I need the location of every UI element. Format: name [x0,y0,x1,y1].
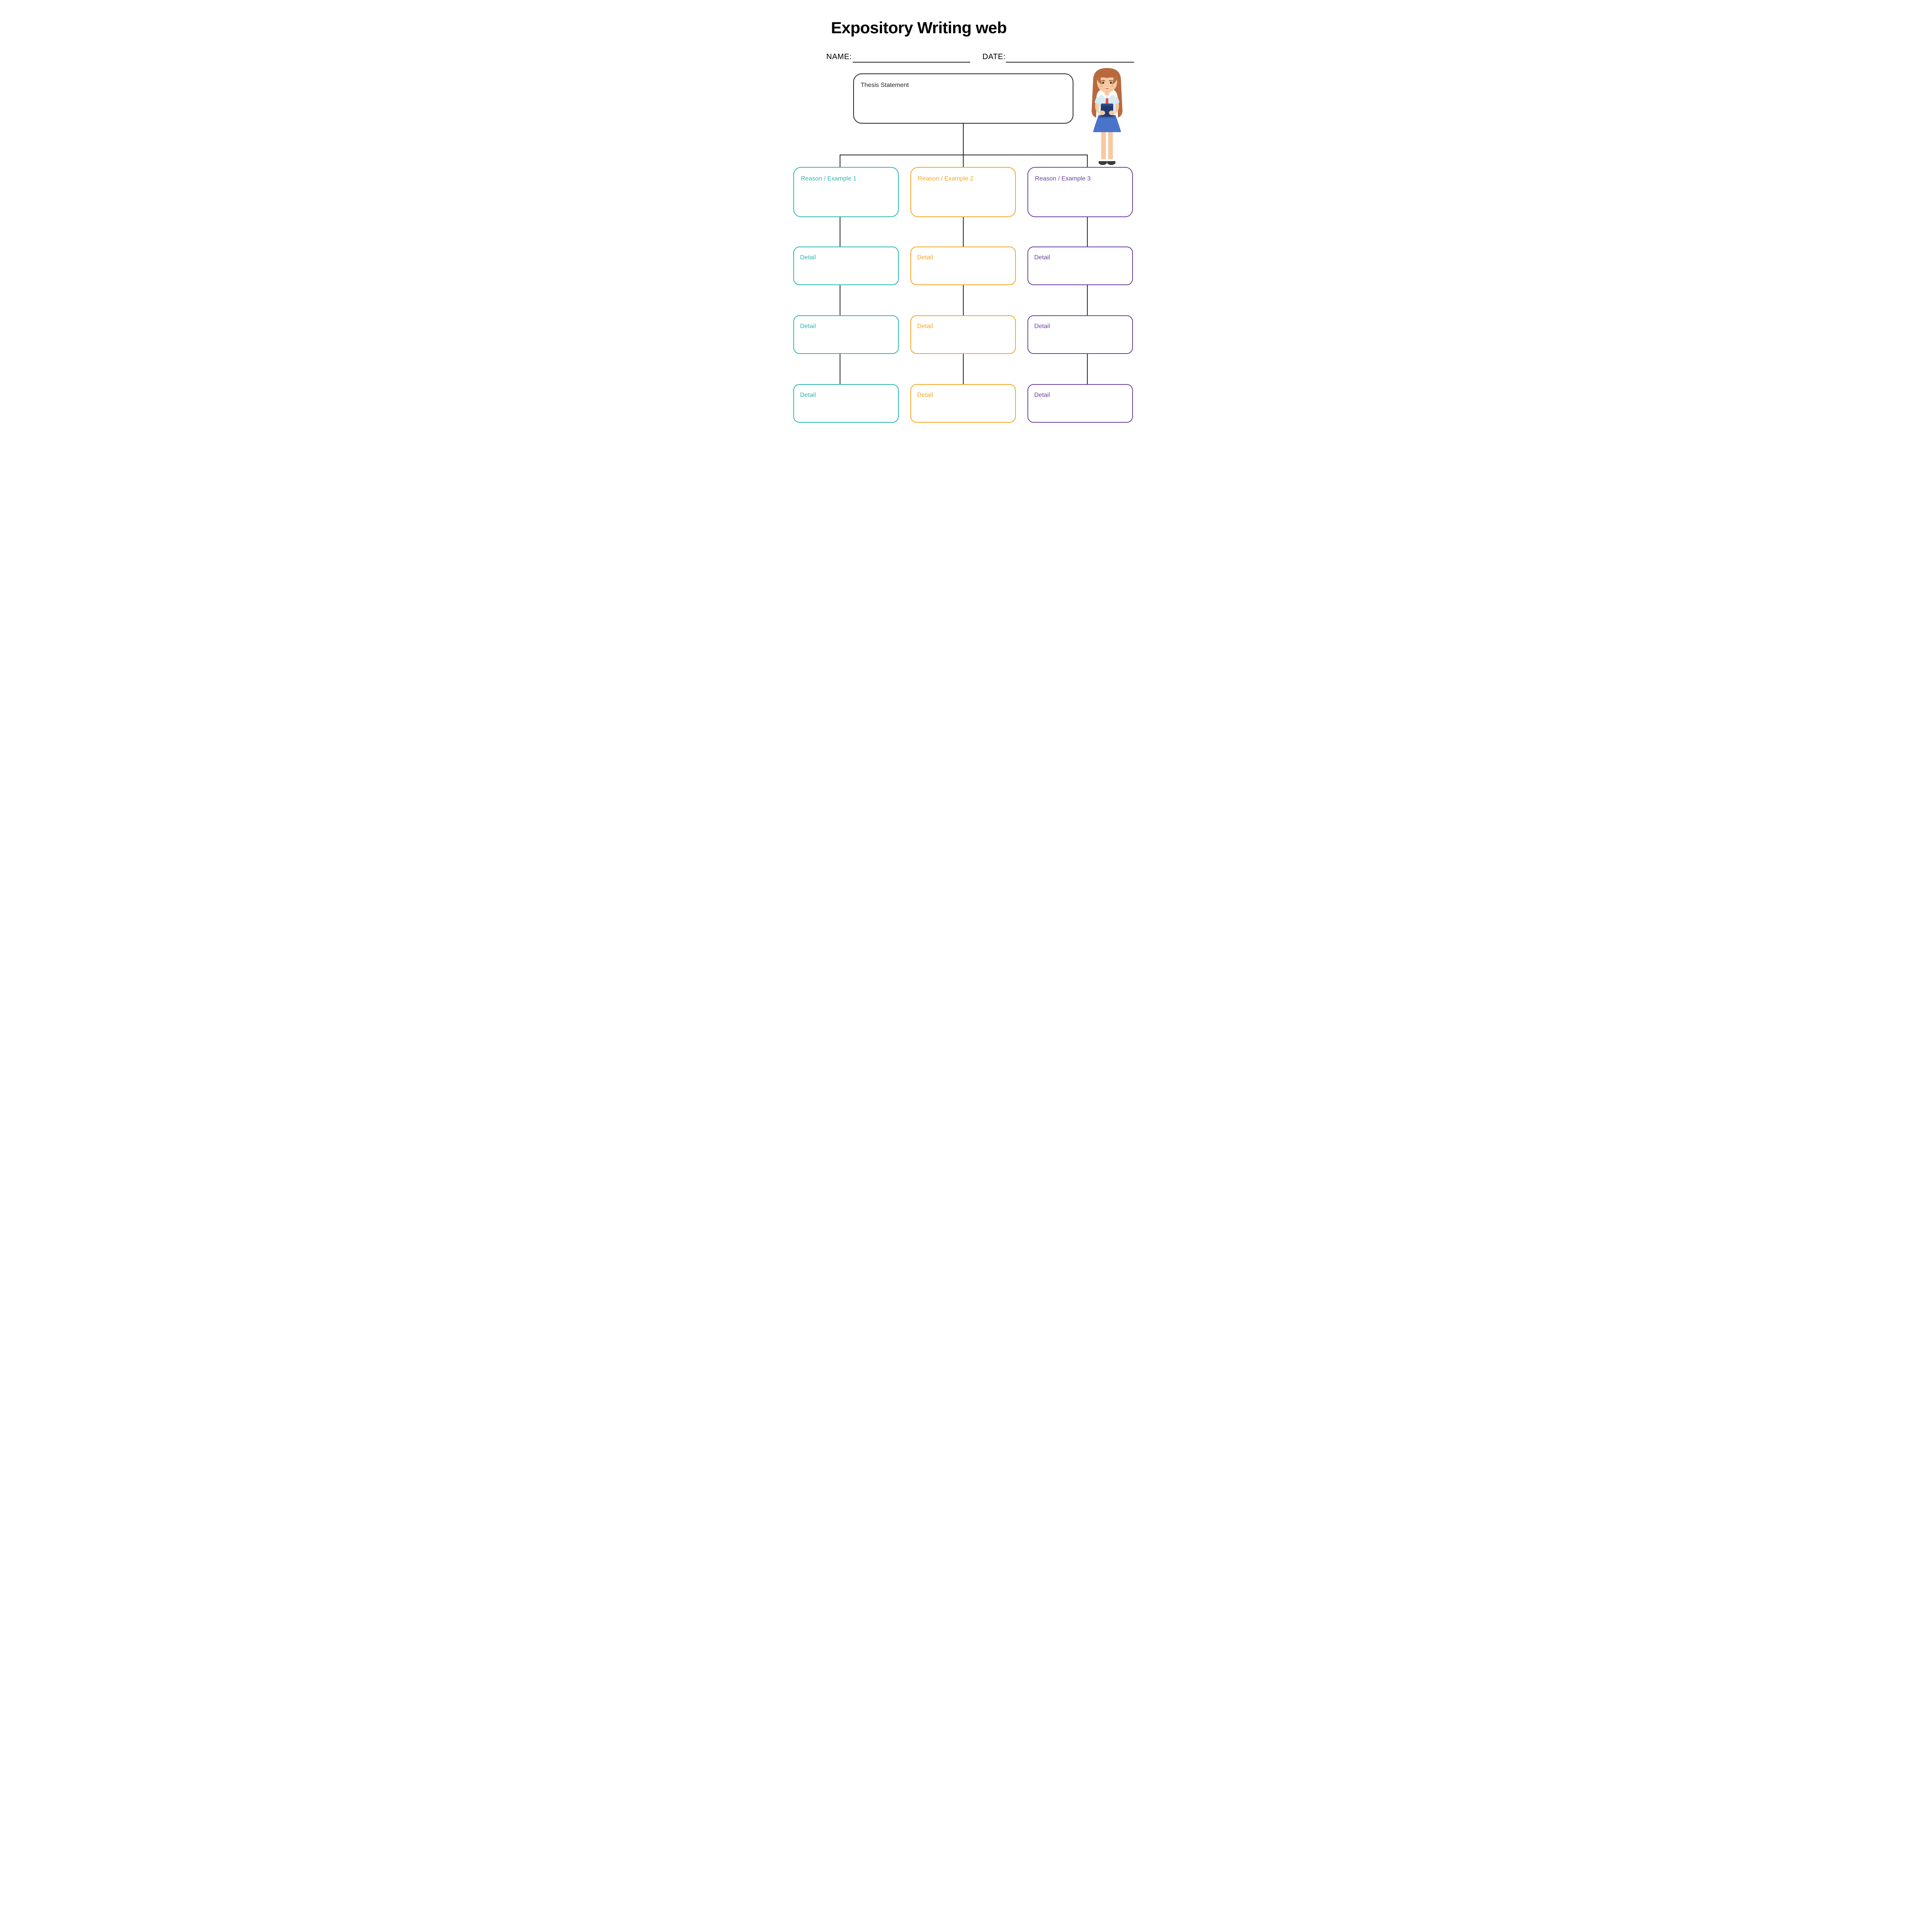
connector-line [1087,285,1088,315]
detail-box-3-2[interactable]: Detail [1027,315,1133,354]
detail-label: Detail [800,254,816,261]
connector-line [963,285,964,315]
detail-label: Detail [917,323,933,330]
date-label: DATE: [983,53,1006,61]
detail-label: Detail [1034,392,1050,398]
reason-label: Reason / Example 1 [801,175,857,182]
detail-box-1-2[interactable]: Detail [793,315,899,354]
connector-line [1087,217,1088,247]
connector-line [1087,155,1088,167]
detail-box-2-1[interactable]: Detail [910,247,1016,285]
detail-label: Detail [800,323,816,330]
detail-box-3-3[interactable]: Detail [1027,384,1133,423]
page-title: Expository Writing web [831,19,1007,37]
student-girl-icon [1084,65,1130,169]
name-label: NAME: [827,53,852,61]
connector-line [963,124,964,155]
detail-box-1-3[interactable]: Detail [793,384,899,423]
detail-label: Detail [1034,323,1050,330]
reason-box-3[interactable]: Reason / Example 3 [1027,167,1133,217]
reason-box-2[interactable]: Reason / Example 2 [910,167,1016,217]
connector-line [963,155,964,167]
detail-box-2-2[interactable]: Detail [910,315,1016,354]
detail-label: Detail [917,392,933,398]
student-girl-illustration [1084,65,1130,169]
meta-row: NAME: DATE: [778,53,1155,64]
name-line[interactable] [853,62,970,63]
detail-box-1-1[interactable]: Detail [793,247,899,285]
detail-box-3-1[interactable]: Detail [1027,247,1133,285]
reason-label: Reason / Example 3 [1035,175,1091,182]
detail-label: Detail [917,254,933,261]
thesis-label: Thesis Statement [861,82,909,88]
connector-line [1087,354,1088,384]
detail-box-2-3[interactable]: Detail [910,384,1016,423]
thesis-box[interactable]: Thesis Statement [853,73,1073,124]
reason-label: Reason / Example 2 [918,175,974,182]
detail-label: Detail [800,392,816,398]
connector-line [963,354,964,384]
reason-box-1[interactable]: Reason / Example 1 [793,167,899,217]
date-line[interactable] [1006,62,1134,63]
detail-label: Detail [1034,254,1050,261]
connector-line [963,217,964,247]
